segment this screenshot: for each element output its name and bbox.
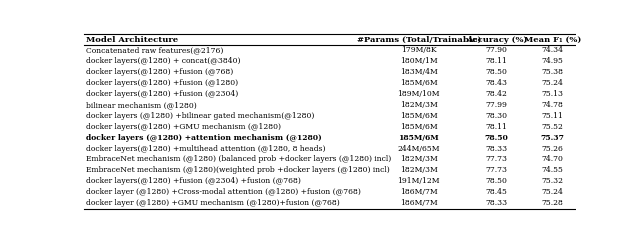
Text: Accuracy (%): Accuracy (%) — [466, 35, 527, 44]
Text: 74.95: 74.95 — [541, 57, 563, 65]
Text: 180M/1M: 180M/1M — [400, 57, 438, 65]
Text: 78.43: 78.43 — [485, 79, 508, 87]
Text: 182M/3M: 182M/3M — [400, 155, 438, 164]
Text: 74.78: 74.78 — [541, 101, 563, 109]
Text: 186M/7M: 186M/7M — [400, 188, 438, 196]
Text: 78.42: 78.42 — [486, 90, 508, 98]
Text: 75.13: 75.13 — [541, 90, 563, 98]
Text: 77.73: 77.73 — [485, 155, 508, 164]
Text: docker layers(@1280) +fusion (@2304): docker layers(@1280) +fusion (@2304) — [86, 90, 238, 98]
Text: 75.24: 75.24 — [541, 79, 563, 87]
Text: 189M/10M: 189M/10M — [397, 90, 440, 98]
Text: Model Architecture: Model Architecture — [86, 35, 178, 44]
Text: 191M/12M: 191M/12M — [397, 177, 440, 185]
Text: 74.55: 74.55 — [541, 166, 563, 174]
Text: docker layers (@1280) +attention mechanism (@1280): docker layers (@1280) +attention mechani… — [86, 134, 322, 142]
Text: 78.50: 78.50 — [484, 134, 508, 142]
Text: 182M/3M: 182M/3M — [400, 101, 438, 109]
Text: 75.37: 75.37 — [540, 134, 564, 142]
Text: 77.73: 77.73 — [485, 166, 508, 174]
Text: 78.11: 78.11 — [486, 57, 508, 65]
Text: 78.33: 78.33 — [485, 199, 508, 207]
Text: 75.32: 75.32 — [541, 177, 563, 185]
Text: 186M/7M: 186M/7M — [400, 199, 438, 207]
Text: 78.50: 78.50 — [486, 68, 508, 76]
Text: 78.50: 78.50 — [486, 177, 508, 185]
Text: docker layers(@1280) +fusion (@2304) +fusion (@768): docker layers(@1280) +fusion (@2304) +fu… — [86, 177, 301, 185]
Text: bilinear mechanism (@1280): bilinear mechanism (@1280) — [86, 101, 196, 109]
Text: 77.90: 77.90 — [486, 46, 508, 55]
Text: 75.52: 75.52 — [541, 123, 563, 131]
Text: docker layer (@1280) +Cross-modal attention (@1280) +fusion (@768): docker layer (@1280) +Cross-modal attent… — [86, 188, 361, 196]
Text: 185M/6M: 185M/6M — [400, 112, 438, 120]
Text: 185M/6M: 185M/6M — [400, 123, 438, 131]
Text: 78.11: 78.11 — [486, 123, 508, 131]
Text: docker layers(@1280) + concat(@3840): docker layers(@1280) + concat(@3840) — [86, 57, 241, 65]
Text: 185M/6M: 185M/6M — [399, 134, 439, 142]
Text: 77.99: 77.99 — [486, 101, 508, 109]
Text: EmbraceNet mechanism (@1280) (balanced prob +docker layers (@1280) incl): EmbraceNet mechanism (@1280) (balanced p… — [86, 155, 391, 164]
Text: 75.24: 75.24 — [541, 188, 563, 196]
Text: 183M/4M: 183M/4M — [400, 68, 438, 76]
Text: Mean F₁ (%): Mean F₁ (%) — [524, 35, 581, 44]
Text: #Params (Total/Trainable): #Params (Total/Trainable) — [356, 35, 481, 44]
Text: 75.38: 75.38 — [541, 68, 563, 76]
Text: 75.28: 75.28 — [541, 199, 563, 207]
Text: 78.45: 78.45 — [486, 188, 508, 196]
Text: docker layers(@1280) +fusion (@768): docker layers(@1280) +fusion (@768) — [86, 68, 233, 76]
Text: docker layers(@1280) +GMU mechanism (@1280): docker layers(@1280) +GMU mechanism (@12… — [86, 123, 281, 131]
Text: 78.33: 78.33 — [485, 144, 508, 153]
Text: docker layers(@1280) +fusion (@1280): docker layers(@1280) +fusion (@1280) — [86, 79, 238, 87]
Text: EmbraceNet mechanism (@1280)(weighted prob +docker layers (@1280) incl): EmbraceNet mechanism (@1280)(weighted pr… — [86, 166, 390, 174]
Text: 244M/65M: 244M/65M — [397, 144, 440, 153]
Text: 182M/3M: 182M/3M — [400, 166, 438, 174]
Text: Concatenated raw features(@2176): Concatenated raw features(@2176) — [86, 46, 223, 55]
Text: 78.30: 78.30 — [485, 112, 508, 120]
Text: 179M/8K: 179M/8K — [401, 46, 436, 55]
Text: docker layers (@1280) +bilinear gated mechanism(@1280): docker layers (@1280) +bilinear gated me… — [86, 112, 314, 120]
Text: 74.34: 74.34 — [541, 46, 563, 55]
Text: 75.11: 75.11 — [541, 112, 563, 120]
Text: 74.70: 74.70 — [541, 155, 563, 164]
Text: docker layers(@1280) +multihead attention (@1280, 8 heads): docker layers(@1280) +multihead attentio… — [86, 144, 326, 153]
Text: docker layer (@1280) +GMU mechanism (@1280)+fusion (@768): docker layer (@1280) +GMU mechanism (@12… — [86, 199, 340, 207]
Text: 75.26: 75.26 — [541, 144, 563, 153]
Text: 185M/6M: 185M/6M — [400, 79, 438, 87]
